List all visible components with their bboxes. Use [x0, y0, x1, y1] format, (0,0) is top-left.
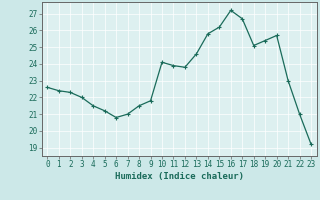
X-axis label: Humidex (Indice chaleur): Humidex (Indice chaleur)	[115, 172, 244, 181]
